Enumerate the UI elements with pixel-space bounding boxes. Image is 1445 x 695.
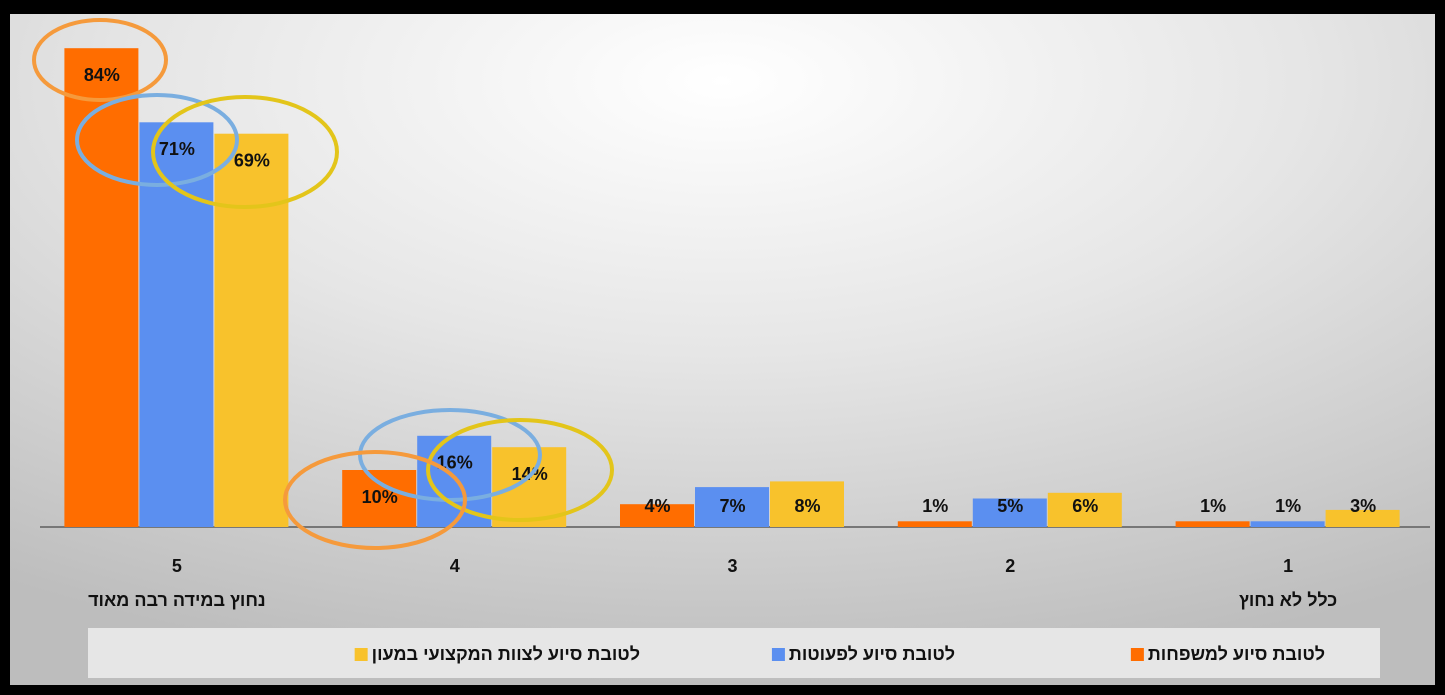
value-label: 6%	[1072, 496, 1098, 516]
legend-swatch	[1130, 648, 1144, 661]
annotations	[32, 18, 614, 550]
value-label: 4%	[644, 496, 670, 516]
legend-label: לטובת סיוע למשפחות	[1148, 644, 1325, 664]
highlight-circle	[358, 408, 542, 502]
legend-box	[88, 628, 1380, 678]
legend-label: לטובת סיוע לצוות המקצועי במעון	[372, 644, 640, 664]
value-label: 1%	[1200, 496, 1226, 516]
bar	[1250, 521, 1325, 527]
bar	[64, 48, 139, 527]
value-label: 69%	[234, 150, 270, 170]
value-label: 10%	[362, 487, 398, 507]
highlight-circle	[151, 95, 339, 209]
x-tick-label: 3	[727, 556, 737, 576]
legend-label: לטובת סיוע לפעוטות	[789, 644, 955, 664]
value-label: 1%	[1275, 496, 1301, 516]
highlight-circle	[32, 18, 168, 102]
value-label: 8%	[794, 496, 820, 516]
highlight-circle	[426, 418, 614, 522]
bar	[492, 447, 567, 527]
x-tick-label: 5	[172, 556, 182, 576]
value-label: 1%	[922, 496, 948, 516]
bar	[695, 487, 769, 527]
legend-swatch	[771, 648, 785, 661]
value-label: 16%	[437, 453, 473, 473]
bar	[972, 498, 1047, 527]
bar	[1047, 492, 1122, 527]
value-label: 5%	[997, 496, 1023, 516]
x-tick-label: 4	[450, 556, 460, 576]
highlight-circle	[75, 93, 239, 187]
bar	[1325, 509, 1400, 527]
bar	[342, 470, 417, 527]
value-label: 3%	[1350, 496, 1376, 516]
value-label: 7%	[719, 496, 745, 516]
x-tick-label: 2	[1005, 556, 1015, 576]
bar	[770, 481, 844, 527]
highlight-circle	[283, 450, 467, 550]
legend-swatch	[354, 648, 368, 661]
bar	[1175, 521, 1250, 527]
bar	[620, 504, 694, 527]
bar	[214, 133, 289, 527]
value-label: 71%	[159, 139, 195, 159]
bar	[897, 521, 972, 527]
x-tick-label: 1	[1283, 556, 1293, 576]
x-tick-note: נחוץ במידה רבה מאוד	[88, 590, 266, 610]
x-tick-note: כלל לא נחוץ	[1239, 590, 1337, 610]
value-label: 84%	[84, 65, 120, 85]
